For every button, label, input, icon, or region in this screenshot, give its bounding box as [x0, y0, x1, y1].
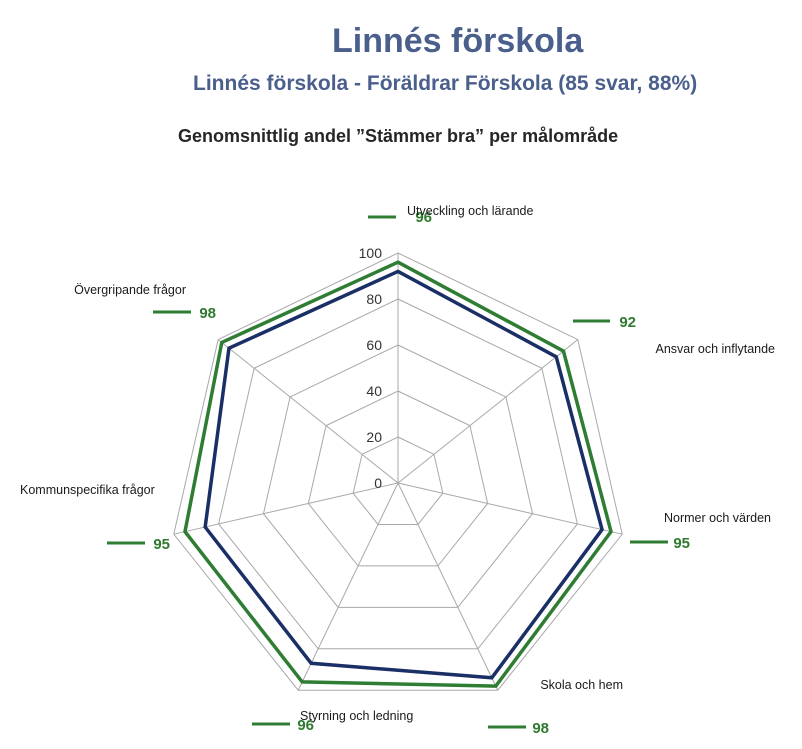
grid-ring — [262, 344, 534, 608]
category-label: Normer och värden — [664, 511, 771, 525]
category-label: Kommunspecifika frågor — [20, 483, 155, 497]
category-label: Utveckling och lärande — [407, 204, 534, 218]
value-label: 92 — [619, 314, 636, 331]
grid-spoke — [397, 482, 623, 535]
grid-ring — [307, 390, 489, 567]
category-label: Skola och hem — [540, 678, 623, 692]
grid-ring — [173, 252, 623, 691]
grid-spoke — [173, 482, 399, 535]
value-label: 96 — [297, 717, 314, 734]
category-label: Styrning och ledning — [300, 709, 413, 723]
tick-label: 20 — [366, 429, 382, 445]
tick-label: 0 — [374, 475, 382, 491]
tick-label: 100 — [359, 245, 383, 261]
value-label: 95 — [673, 535, 690, 552]
value-label: 95 — [153, 536, 170, 553]
chart-title: Genomsnittlig andel ”Stämmer bra” per må… — [178, 126, 619, 146]
category-label: Övergripande frågor — [74, 283, 186, 297]
tick-label: 80 — [366, 291, 382, 307]
radar-series — [183, 260, 613, 688]
series-line-2 — [203, 269, 604, 680]
grid-spoke — [397, 482, 499, 691]
tick-label: 40 — [366, 383, 382, 399]
grid-spoke — [217, 339, 399, 484]
value-label: 96 — [415, 209, 432, 226]
grid-ring — [352, 436, 444, 525]
radial-ticks: 0 20 40 60 80 100 — [359, 245, 383, 491]
grid-ring — [218, 298, 578, 650]
tick-label: 60 — [366, 337, 382, 353]
category-label: Ansvar och inflytande — [655, 342, 775, 356]
grid-spoke — [297, 482, 399, 691]
page-title: Linnés förskola — [332, 22, 584, 60]
page-subtitle: Linnés förskola - Föräldrar Förskola (85… — [193, 72, 698, 95]
value-label: 98 — [532, 720, 549, 737]
series-line-1 — [183, 260, 613, 688]
grid-spoke — [397, 339, 579, 484]
value-label: 98 — [199, 305, 216, 322]
radar-grid — [173, 252, 623, 691]
